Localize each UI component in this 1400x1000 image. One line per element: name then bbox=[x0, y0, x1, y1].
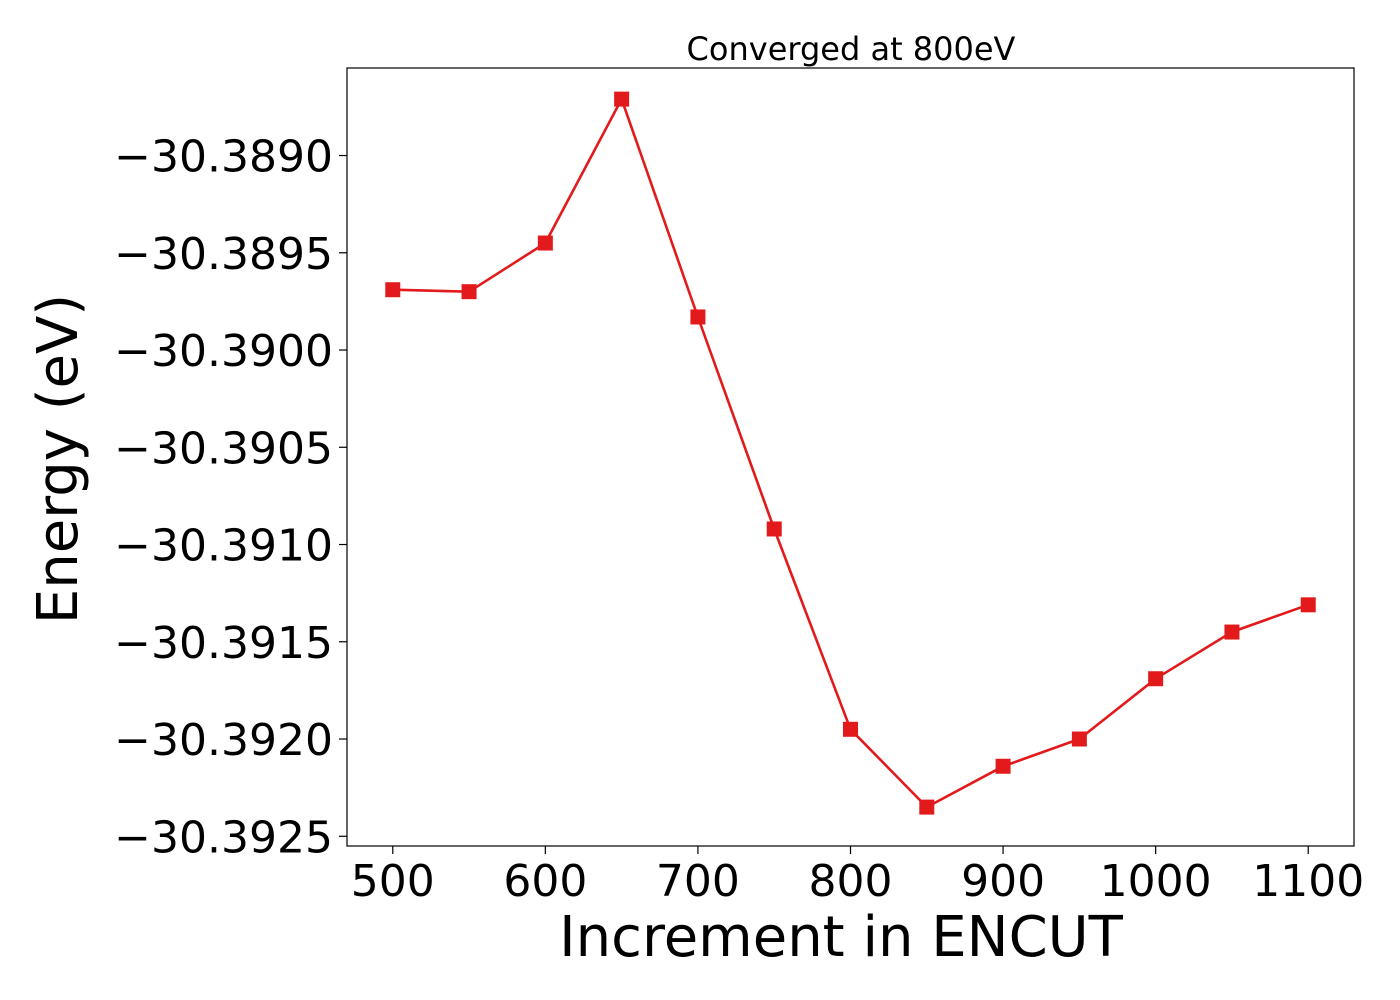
x-tick-label: 900 bbox=[961, 856, 1045, 907]
y-tick-label: −30.3910 bbox=[114, 521, 333, 572]
x-axis-label: Increment in ENCUT bbox=[559, 905, 1124, 970]
series-line bbox=[392, 97, 1309, 809]
data-point-marker bbox=[1300, 597, 1316, 613]
data-point-marker bbox=[1224, 624, 1240, 640]
ticks-layer: 500 600 700 800 900 1000 1100 −30.3890 −30.3895 −… bbox=[114, 132, 1364, 907]
y-tick-label: −30.3915 bbox=[114, 618, 333, 669]
x-tick-label: 1100 bbox=[1252, 856, 1364, 907]
y-tick-label: −30.3895 bbox=[114, 229, 333, 280]
plot-frame bbox=[346, 67, 1355, 847]
data-point-marker bbox=[1148, 671, 1164, 687]
x-tick-label: 1000 bbox=[1100, 856, 1212, 907]
data-point-marker bbox=[995, 758, 1011, 774]
data-layer bbox=[385, 91, 1316, 815]
data-point-marker bbox=[537, 235, 553, 251]
x-tick-label: 500 bbox=[351, 856, 435, 907]
y-tick-label: −30.3905 bbox=[114, 423, 333, 474]
data-point-marker bbox=[843, 721, 858, 737]
data-point-marker bbox=[614, 91, 630, 107]
y-tick-label: −30.3925 bbox=[114, 812, 333, 863]
x-tick-label: 800 bbox=[809, 856, 893, 907]
data-point-marker bbox=[385, 282, 401, 298]
y-tick-label: −30.3900 bbox=[114, 326, 333, 377]
data-point-marker bbox=[690, 309, 706, 325]
data-point-marker bbox=[766, 521, 782, 537]
y-tick-label: −30.3890 bbox=[114, 132, 333, 183]
x-tick-label: 700 bbox=[656, 856, 740, 907]
y-tick-label: −30.3920 bbox=[114, 715, 333, 766]
x-tick-label: 600 bbox=[503, 856, 587, 907]
data-point-marker bbox=[919, 799, 935, 815]
data-point-marker bbox=[461, 284, 477, 300]
y-axis-label: Energy (eV) bbox=[26, 294, 91, 624]
chart-title: Converged at 800eV bbox=[687, 30, 1016, 68]
data-point-marker bbox=[1071, 731, 1087, 747]
